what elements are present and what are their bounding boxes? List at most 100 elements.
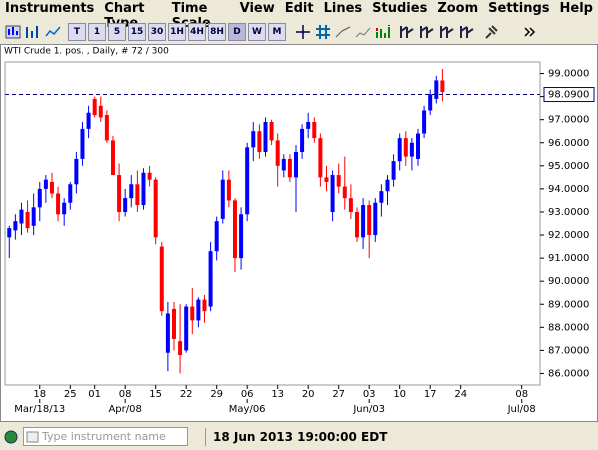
y-tick-label: 95.0000 — [548, 161, 589, 172]
candle-body — [385, 179, 390, 192]
status-time: 18 Jun 2013 19:00:00 EDT — [213, 430, 388, 444]
candle-body — [330, 175, 335, 212]
grid-icon[interactable] — [314, 23, 332, 41]
y-tick-label: 90.0000 — [548, 276, 589, 287]
candle-body — [7, 228, 12, 238]
x-tick-label: 29 — [210, 389, 223, 400]
candle-body — [92, 98, 97, 116]
menu-item[interactable]: Chart Type — [104, 1, 145, 31]
candle-body — [31, 207, 36, 226]
x-tick-label: 10 — [393, 389, 406, 400]
candle-body — [397, 138, 402, 162]
tool-icon[interactable] — [334, 23, 352, 41]
candle-body — [141, 172, 146, 206]
x-tick-label: 25 — [64, 389, 77, 400]
menu-item[interactable]: Zoom — [437, 1, 479, 16]
x-month-label: Apr/08 — [108, 404, 141, 415]
candle-body — [178, 341, 183, 356]
candle-body — [306, 121, 311, 129]
candle-body — [202, 299, 207, 312]
tool-icon[interactable] — [418, 23, 436, 41]
search-icon — [26, 431, 39, 442]
y-tick-label: 97.0000 — [548, 115, 589, 126]
timeframe-group: T 1 5 15 30 1H 4H 8H D W M — [68, 22, 286, 41]
timeframe-button[interactable]: 1 — [88, 22, 106, 41]
x-tick-label: 13 — [271, 389, 284, 400]
timeframe-button[interactable]: 5 — [108, 22, 126, 41]
timeframe-button[interactable]: 8H — [208, 22, 226, 41]
tool-icon[interactable] — [24, 23, 42, 41]
candle-body — [110, 140, 115, 176]
candle-body — [74, 158, 79, 185]
candle-body — [293, 151, 298, 178]
status-bar: Type instrument name 18 Jun 2013 19:00:0… — [0, 424, 598, 450]
x-month-label: May/06 — [229, 404, 266, 415]
tool-icon[interactable] — [4, 23, 22, 41]
timeframe-button[interactable]: M — [268, 22, 286, 41]
candle-body — [336, 175, 341, 187]
x-tick-label: 15 — [149, 389, 162, 400]
menu-item[interactable]: Lines — [323, 1, 363, 16]
tool-icon[interactable] — [374, 23, 392, 41]
tool-icon[interactable] — [438, 23, 456, 41]
y-tick-label: 94.0000 — [548, 184, 589, 195]
candle-body — [56, 193, 61, 215]
candle-body — [373, 202, 378, 236]
timeframe-button[interactable]: D — [228, 22, 246, 41]
candle-body — [269, 121, 274, 141]
tool-icon[interactable] — [354, 23, 372, 41]
menu-item[interactable]: View — [239, 1, 275, 16]
candle-body — [239, 214, 244, 259]
timeframe-button[interactable]: W — [248, 22, 266, 41]
tool-icon[interactable] — [458, 23, 476, 41]
candle-body — [135, 184, 140, 206]
timeframe-button[interactable]: 4H — [188, 22, 206, 41]
candle-body — [19, 209, 24, 224]
candle-body — [367, 205, 372, 236]
candle-body — [68, 184, 73, 203]
y-tick-label: 91.0000 — [548, 253, 589, 264]
x-tick-label: 08 — [119, 389, 132, 400]
x-tick-label: 17 — [424, 389, 437, 400]
candle-body — [98, 105, 103, 118]
candle-body — [300, 128, 305, 152]
x-tick-label: 22 — [180, 389, 193, 400]
candle-body — [281, 158, 286, 171]
menu-bar: Instruments Chart Type Time Scale View Edit L… — [0, 0, 598, 31]
candle-body — [129, 184, 134, 199]
tool-icon[interactable] — [44, 23, 62, 41]
toolbar: T 1 5 15 30 1H 4H 8H D W M — [0, 20, 598, 43]
plot-area — [4, 61, 541, 386]
x-tick-label: 27 — [332, 389, 345, 400]
chart: WTI Crude 1. pos. , Daily, # 72 / 300 86… — [0, 44, 598, 422]
menu-item[interactable]: Instruments — [5, 1, 95, 16]
timeframe-button[interactable]: 30 — [148, 22, 166, 41]
timeframe-button[interactable]: 15 — [128, 22, 146, 41]
x-tick-label: 01 — [88, 389, 101, 400]
candle-body — [80, 128, 85, 159]
y-tick-label: 99.0000 — [548, 69, 589, 80]
x-tick-label: 06 — [241, 389, 254, 400]
last-price-label: 98.0900 — [548, 90, 589, 101]
overflow-icon[interactable] — [520, 23, 538, 41]
tool-icon[interactable] — [398, 23, 416, 41]
menu-item[interactable]: Help — [559, 1, 593, 16]
menu-item[interactable]: Studies — [372, 1, 428, 16]
candle-body — [434, 80, 439, 99]
timeframe-button[interactable]: 1H — [168, 22, 186, 41]
search-box[interactable]: Type instrument name — [23, 427, 188, 446]
timeframe-button[interactable]: T — [68, 22, 86, 41]
candle-body — [208, 251, 213, 307]
candle-body — [361, 205, 366, 238]
candle-body — [342, 186, 347, 199]
menu-item[interactable]: Settings — [488, 1, 550, 16]
candle-body — [428, 94, 433, 111]
menu-item[interactable]: Edit — [284, 1, 314, 16]
menu-item[interactable]: Time Scale — [171, 1, 211, 31]
candle-body — [403, 138, 408, 157]
pin-icon[interactable] — [482, 23, 500, 41]
x-tick-label: 18 — [33, 389, 46, 400]
x-month-label: Mar/18/13 — [14, 404, 65, 415]
crosshair-icon[interactable] — [294, 23, 312, 41]
